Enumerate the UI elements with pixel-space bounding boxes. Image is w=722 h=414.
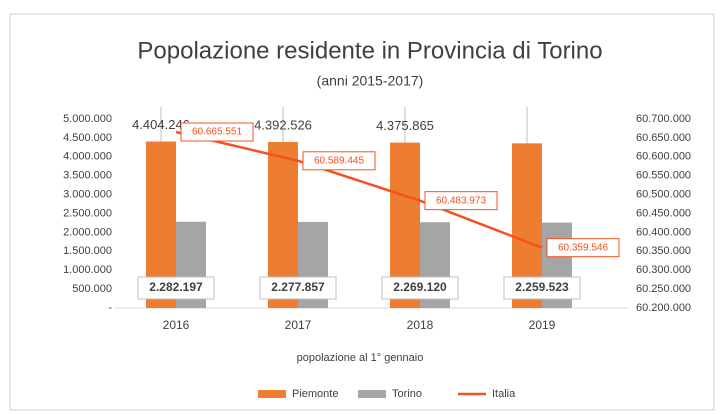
data-label: 60.665.551 <box>192 127 242 138</box>
y-tick-label: 2.500.000 <box>63 207 112 219</box>
y-tick-label: 500.000 <box>72 283 112 295</box>
y-tick-label: 1.000.000 <box>63 264 112 276</box>
y2-tick-label: 60.250.000 <box>636 283 691 295</box>
data-label: 2.277.857 <box>271 280 325 294</box>
y-tick-label: 3.000.000 <box>63 189 112 201</box>
data-label-box <box>180 122 254 142</box>
data-label-box <box>259 276 337 300</box>
x-tick-label: 2018 <box>407 318 434 332</box>
y2-tick-label: 60.500.000 <box>636 189 691 201</box>
y-tick-label: 4.500.000 <box>63 132 112 144</box>
data-label: 4.404.246 <box>132 117 190 132</box>
data-label: 2.259.523 <box>515 280 569 294</box>
legend-label: Torino <box>392 388 422 400</box>
y2-tick-label: 60.200.000 <box>636 302 691 314</box>
data-label: 4.392.526 <box>254 117 312 132</box>
data-label: 60.359.546 <box>558 242 608 253</box>
chart-title: Popolazione residente in Provincia di To… <box>137 37 602 64</box>
legend-label: Italia <box>492 388 516 400</box>
x-axis-label: popolazione al 1° gennaio <box>297 352 424 364</box>
data-label: 4.375.865 <box>376 118 434 133</box>
y-tick-label: 5.000.000 <box>63 113 112 125</box>
data-label-box <box>424 191 498 211</box>
y2-tick-label: 60.300.000 <box>636 264 691 276</box>
data-label: 60.589.445 <box>314 155 364 166</box>
chart-border <box>9 13 715 411</box>
x-tick-label: 2017 <box>285 318 312 332</box>
y-tick-label: 1.500.000 <box>63 245 112 257</box>
x-tick-label: 2016 <box>163 318 190 332</box>
data-label: 2.282.197 <box>149 280 203 294</box>
data-label-box <box>546 238 620 258</box>
y-tick-label: 2.000.000 <box>63 226 112 238</box>
y2-tick-label: 60.400.000 <box>636 226 691 238</box>
y2-tick-label: 60.700.000 <box>636 113 691 125</box>
y2-tick-label: 60.650.000 <box>636 132 691 144</box>
legend-swatch <box>358 390 386 398</box>
y-tick-label: - <box>108 302 112 314</box>
y2-tick-label: 60.450.000 <box>636 207 691 219</box>
data-label: 60.483.973 <box>436 195 486 206</box>
y2-tick-label: 60.350.000 <box>636 245 691 257</box>
legend-label: Piemonte <box>292 388 338 400</box>
y-tick-label: 4.000.000 <box>63 151 112 163</box>
data-label-box <box>137 276 215 300</box>
x-tick-label: 2019 <box>529 318 556 332</box>
chart-subtitle: (anni 2015-2017) <box>317 73 424 89</box>
data-label-box <box>503 276 581 300</box>
data-label: 2.269.120 <box>393 280 447 294</box>
line <box>175 130 543 249</box>
data-label-box <box>302 151 376 171</box>
y2-tick-label: 60.600.000 <box>636 151 691 163</box>
legend-swatch <box>258 390 286 398</box>
y-tick-label: 3.500.000 <box>63 170 112 182</box>
y2-tick-label: 60.550.000 <box>636 170 691 182</box>
data-label-box <box>381 276 459 300</box>
